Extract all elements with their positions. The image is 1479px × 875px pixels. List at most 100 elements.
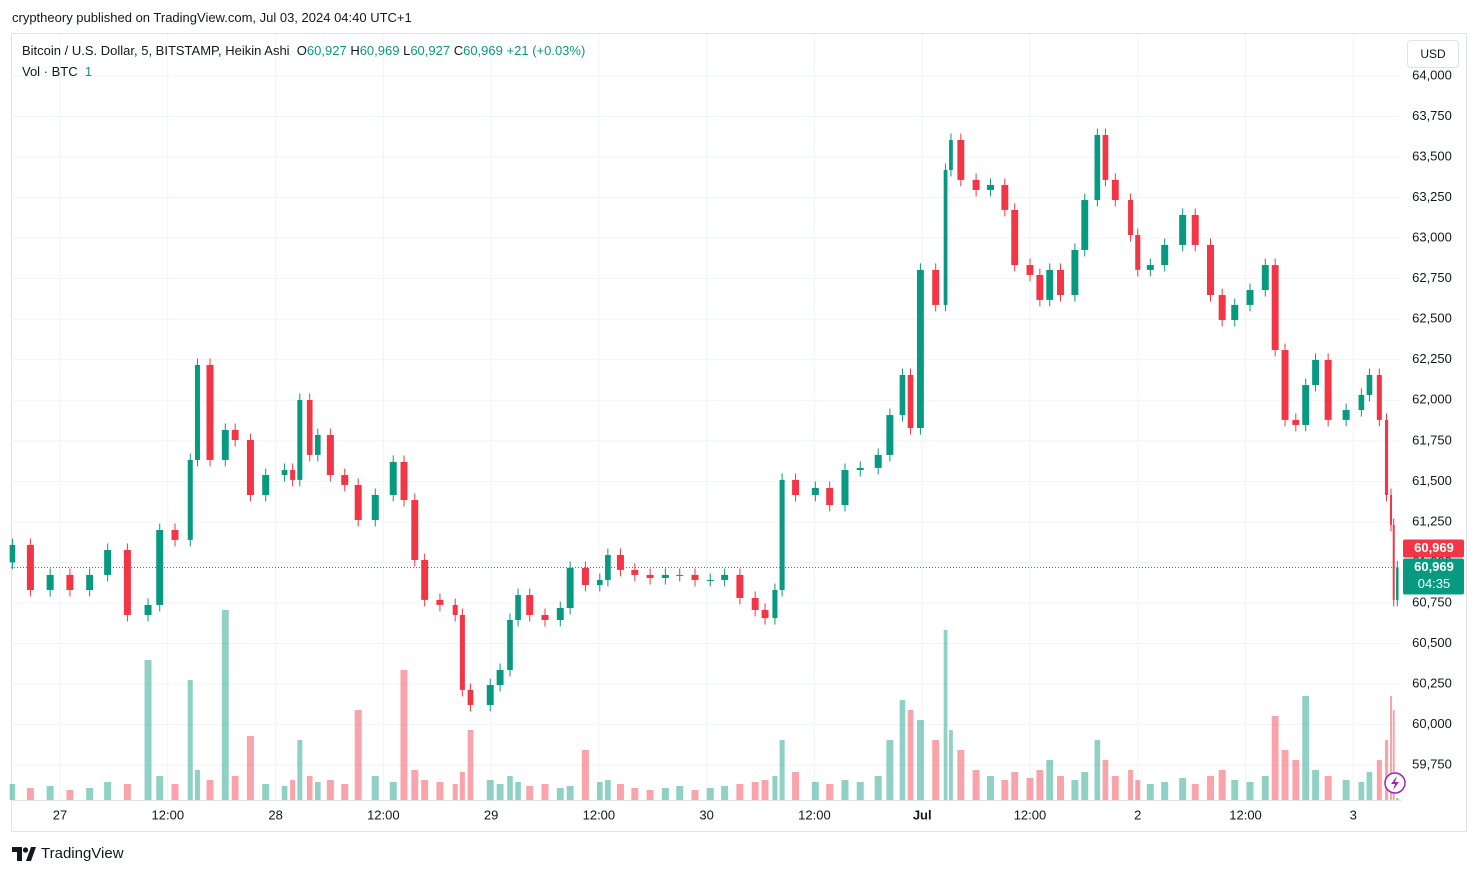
x-tick-label: 27 xyxy=(53,807,67,822)
volume-bar xyxy=(772,776,778,800)
volume-bar xyxy=(400,670,408,800)
volume-bar xyxy=(326,780,334,800)
volume-bar xyxy=(856,782,864,800)
price-marker xyxy=(1403,558,1464,595)
volume-last: 1 xyxy=(84,64,93,79)
candle-body xyxy=(856,467,864,471)
candle-body xyxy=(1179,214,1187,245)
volume-bar xyxy=(581,750,589,800)
volume-bar xyxy=(943,630,948,800)
candle-body xyxy=(1161,244,1169,266)
volume-bar xyxy=(957,750,965,800)
candle-body xyxy=(1128,200,1134,236)
volume-bar xyxy=(436,782,444,800)
candle-body xyxy=(326,434,334,476)
volume-bar xyxy=(721,786,729,800)
volume-bar xyxy=(916,720,924,800)
ohlc-value: 60,969 xyxy=(463,43,503,58)
lightning-icon[interactable] xyxy=(1384,772,1406,794)
y-tick-label: 61,500 xyxy=(1412,473,1452,488)
volume-bar xyxy=(486,780,494,800)
volume-bar xyxy=(1281,750,1289,800)
candle-body xyxy=(221,429,229,460)
candle-body xyxy=(1111,179,1119,201)
candle-body xyxy=(1135,235,1141,270)
price-marker-label: 60,969 xyxy=(1414,559,1454,574)
volume-bar xyxy=(467,730,474,800)
volume-bar xyxy=(297,740,303,800)
candle-body xyxy=(986,184,994,190)
x-tick-label: 2 xyxy=(1134,807,1141,822)
y-tick-label: 61,750 xyxy=(1412,432,1452,447)
volume-bar xyxy=(1302,696,1310,800)
volume-bar xyxy=(1271,716,1279,800)
x-tick-label: 30 xyxy=(699,807,713,822)
volume-bar xyxy=(899,700,906,800)
volume-bar xyxy=(1396,798,1399,800)
candle-body xyxy=(1271,265,1279,351)
candle-body xyxy=(605,554,611,580)
candle-body xyxy=(957,140,965,180)
volume-bar xyxy=(646,790,654,800)
volume-bar xyxy=(206,780,214,800)
candle-body xyxy=(1001,184,1009,210)
volume-bar xyxy=(452,784,458,800)
candle-body xyxy=(297,399,303,480)
volume-bar xyxy=(171,784,179,800)
change: +21 xyxy=(506,43,529,58)
candle-body xyxy=(262,475,270,495)
candle-body xyxy=(314,434,321,455)
candle-body xyxy=(811,488,819,495)
candle-body xyxy=(1026,265,1034,275)
volume-bar xyxy=(156,776,164,800)
y-tick-label: 60,750 xyxy=(1412,594,1452,609)
candle-body xyxy=(1146,265,1154,270)
y-tick-label: 61,250 xyxy=(1412,513,1452,528)
x-tick-label: 12:00 xyxy=(798,807,831,822)
candle-body xyxy=(206,364,214,460)
x-tick-label: 12:00 xyxy=(1014,807,1047,822)
candle-body xyxy=(1312,359,1320,386)
volume-bar xyxy=(104,782,112,800)
volume-bar xyxy=(144,660,152,800)
volume-bar xyxy=(371,776,379,800)
candle-body xyxy=(1390,494,1393,525)
y-tick-label: 60,000 xyxy=(1412,716,1452,731)
volume-bar xyxy=(1102,760,1109,800)
volume-bar xyxy=(221,610,229,800)
volume-bar xyxy=(66,790,74,800)
volume-bar xyxy=(1001,780,1009,800)
candle-body xyxy=(371,494,379,520)
volume-bar xyxy=(972,770,980,800)
candle-body xyxy=(421,560,429,600)
candle-body xyxy=(1396,567,1399,600)
chart-frame xyxy=(11,33,1467,832)
volume-bar xyxy=(1376,760,1382,800)
candle-body xyxy=(691,574,699,580)
price-marker-label: 60,969 xyxy=(1414,540,1454,555)
volume-bar xyxy=(306,776,313,800)
candle-body xyxy=(507,620,513,670)
candle-body xyxy=(436,599,444,605)
candle-body xyxy=(411,500,419,561)
currency-button[interactable]: USD xyxy=(1407,40,1459,68)
candle-body xyxy=(354,484,362,520)
volume-bar xyxy=(1366,772,1373,800)
x-tick-label: 12:00 xyxy=(1229,807,1262,822)
volume-bar xyxy=(341,784,349,800)
candle-body xyxy=(1384,419,1389,495)
candle-body xyxy=(46,574,54,591)
volume-bar xyxy=(841,780,849,800)
volume-bar xyxy=(761,780,769,800)
volume-bar xyxy=(389,782,397,800)
volume-bar xyxy=(496,784,504,800)
candle-body xyxy=(541,614,549,621)
volume-bar xyxy=(792,772,800,800)
candle-body xyxy=(916,269,924,429)
volume-bar xyxy=(1146,784,1154,800)
volume-bar xyxy=(459,772,465,800)
y-tick-label: 62,250 xyxy=(1412,351,1452,366)
y-tick-label: 62,750 xyxy=(1412,270,1452,285)
volume-bar xyxy=(1128,770,1134,800)
